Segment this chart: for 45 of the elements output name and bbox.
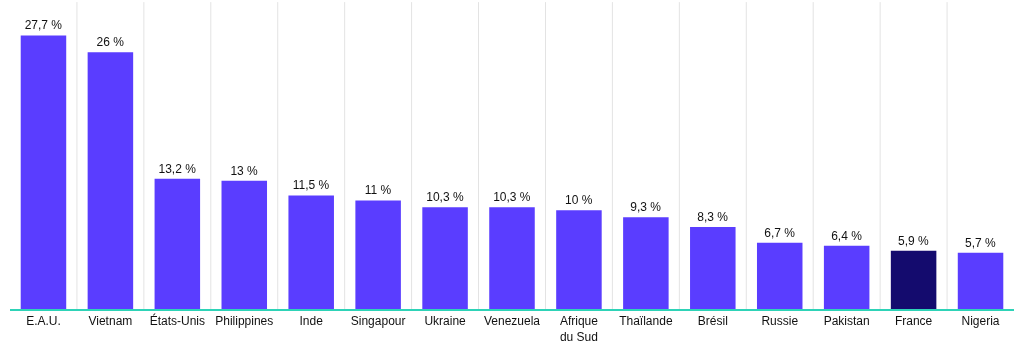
bar [355, 200, 401, 309]
x-tick-label: France [894, 314, 933, 329]
bar [823, 245, 870, 309]
bar [20, 35, 67, 309]
data-label: 6,7 % [764, 225, 796, 240]
x-tick-label: Brésil [697, 314, 728, 329]
data-label: 10 % [565, 193, 593, 208]
data-label: 27,7 % [24, 18, 63, 33]
data-label: 13,2 % [158, 161, 197, 176]
bar [556, 210, 602, 309]
x-tick-label: Afrique du Sud [559, 314, 599, 344]
data-label: 8,3 % [697, 210, 729, 225]
data-label: 11 % [364, 183, 392, 198]
data-label: 10,3 % [426, 190, 464, 205]
x-tick-label: Russie [761, 314, 799, 329]
bar [690, 227, 736, 309]
x-tick-label: Ukraine [424, 314, 467, 329]
x-tick-label: Pakistan [823, 314, 870, 329]
x-tick-label: États-Unis [149, 313, 206, 329]
x-tick-label: E.A.U. [26, 314, 61, 329]
data-label: 9,3 % [630, 200, 662, 215]
data-label: 10,3 % [493, 190, 531, 205]
x-tick-label: Singapour [350, 314, 406, 329]
data-label: 26 % [96, 35, 125, 50]
x-tick-label: Thaïlande [619, 314, 673, 329]
data-label: 6,4 % [831, 228, 863, 243]
data-label: 13 % [230, 163, 259, 178]
bar [489, 207, 535, 309]
bar [756, 242, 803, 309]
bar [890, 250, 937, 309]
x-tick-label: Venezuela [483, 314, 541, 329]
x-tick-label: Philippines [215, 314, 274, 329]
bar [221, 180, 268, 309]
data-label: 5,9 % [898, 233, 930, 248]
bar [87, 52, 134, 309]
x-tick-label: Inde [299, 314, 324, 329]
data-label: 11,5 % [292, 178, 330, 193]
data-label: 5,7 % [965, 235, 997, 250]
bar [288, 195, 334, 309]
bar [154, 178, 201, 309]
bar [957, 252, 1004, 309]
x-tick-label: Nigeria [961, 314, 1000, 329]
bar [623, 217, 669, 309]
bar [422, 207, 468, 309]
x-tick-label: Vietnam [88, 314, 133, 329]
